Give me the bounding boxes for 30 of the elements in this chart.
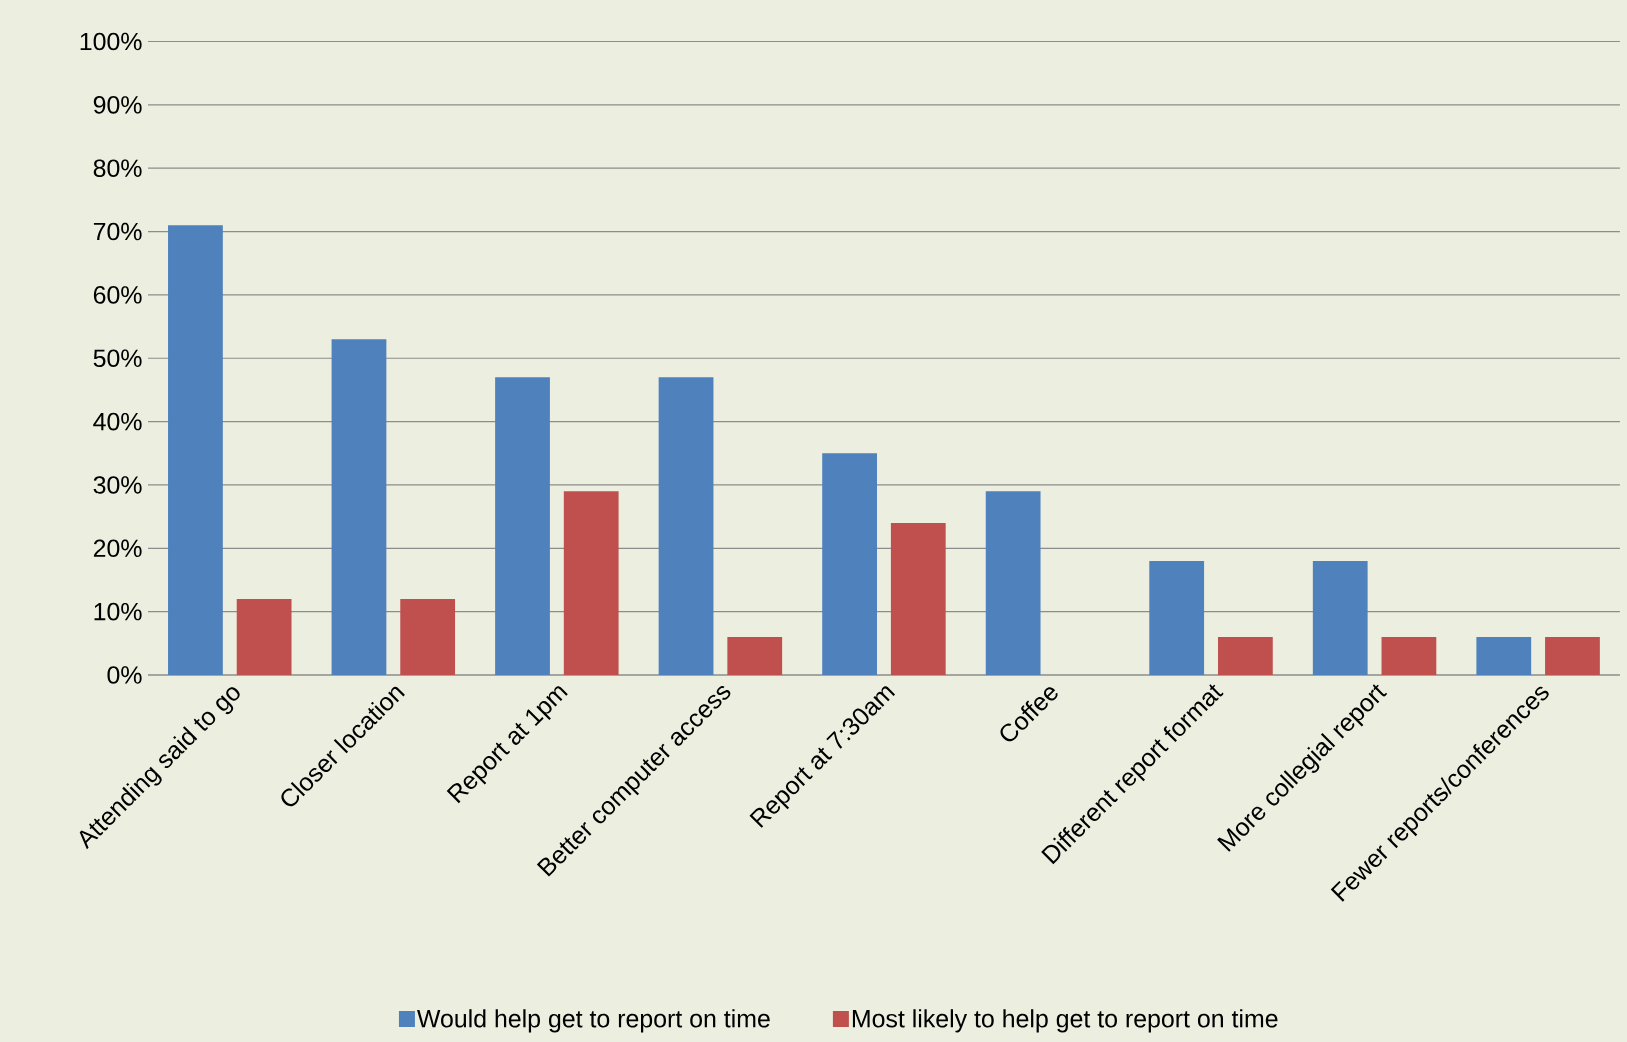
- y-tick-label: 80%: [93, 159, 142, 178]
- legend-label: Most likely to help get to report on time: [852, 1009, 1278, 1033]
- y-tick-label: 90%: [93, 96, 142, 114]
- bar: [563, 491, 619, 675]
- bar: [1149, 560, 1205, 675]
- bar: [236, 598, 292, 675]
- bar: [658, 377, 714, 675]
- bar: [331, 339, 387, 675]
- bar: [1381, 636, 1437, 675]
- legend-label: Would help get to report on time: [417, 1009, 770, 1033]
- y-tick-label: 20%: [93, 539, 142, 558]
- bar: [168, 225, 223, 675]
- y-tick-label: 60%: [93, 286, 142, 304]
- bar: [727, 636, 783, 675]
- y-tick-label: 10%: [94, 602, 142, 621]
- bar: [1545, 636, 1600, 675]
- bar: [822, 453, 877, 675]
- y-tick-label: 30%: [93, 476, 142, 494]
- bar: [400, 598, 456, 675]
- y-tick-label: 50%: [93, 349, 142, 368]
- bar: [1217, 636, 1273, 675]
- bar: [1476, 636, 1532, 675]
- bar: [890, 522, 946, 675]
- y-tick-label: 40%: [93, 412, 142, 431]
- bar: [1312, 560, 1368, 675]
- bar: [985, 491, 1041, 675]
- y-tick-label: 100%: [80, 32, 142, 51]
- y-tick-label: 0%: [107, 666, 142, 684]
- bar: [495, 377, 550, 675]
- y-tick-label: 70%: [93, 222, 142, 241]
